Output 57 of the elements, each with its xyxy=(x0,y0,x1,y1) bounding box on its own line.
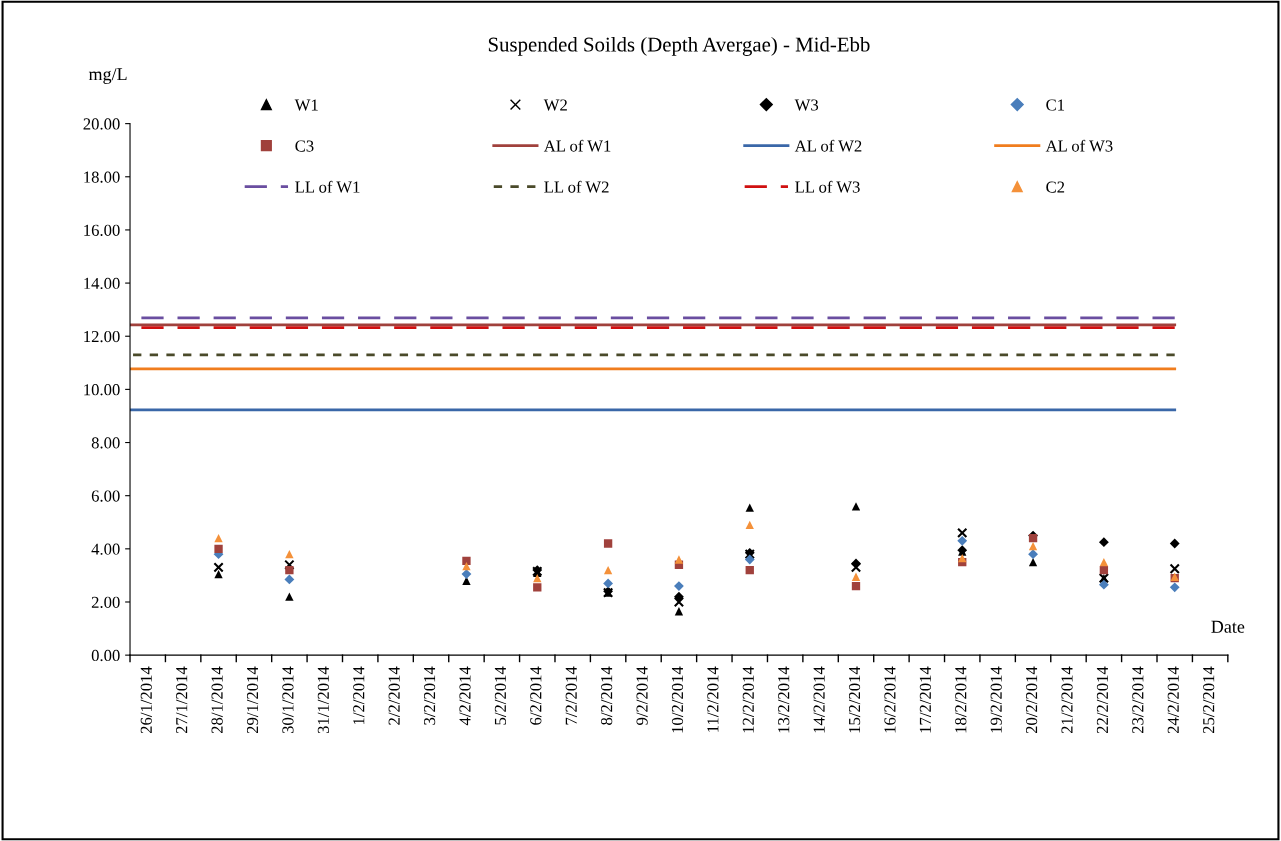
chart-title: Suspended Soilds (Depth Avergae) - Mid-Ebb xyxy=(488,36,870,56)
x-tick-label: 20/2/2014 xyxy=(1025,666,1038,734)
x-axis-title: Date xyxy=(1211,620,1245,633)
x-tick-label: 27/1/2014 xyxy=(176,666,188,734)
x-tick-label: 6/2/2014 xyxy=(530,666,542,725)
legend-label: LL of W2 xyxy=(544,180,609,193)
x-tick-label: 28/1/2014 xyxy=(211,666,223,734)
x-tick-label: 12/2/2014 xyxy=(742,666,754,733)
y-tick-label: 6.00 xyxy=(91,490,120,502)
y-tick-label: 18.00 xyxy=(84,171,120,183)
legend-label: C3 xyxy=(295,140,314,152)
x-tick-label: 3/2/2014 xyxy=(423,666,436,725)
y-tick-label: 10.00 xyxy=(84,384,120,396)
legend-label: C1 xyxy=(1046,99,1065,111)
x-tick-label: 30/1/2014 xyxy=(282,666,294,734)
legend-label: LL of W3 xyxy=(795,180,860,193)
legend-label: LL of W1 xyxy=(295,180,360,193)
x-tick-label: 14/2/2014 xyxy=(813,666,825,733)
x-tick-label: 16/2/2014 xyxy=(884,666,896,733)
x-tick-label: 18/2/2014 xyxy=(955,666,967,733)
x-tick-label: 23/2/2014 xyxy=(1132,666,1144,734)
y-tick-label: 20.00 xyxy=(83,118,120,130)
x-tick-label: 22/2/2014 xyxy=(1096,666,1109,734)
y-tick-label: 14.00 xyxy=(84,277,120,290)
x-tick-label: 13/2/2014 xyxy=(778,666,790,733)
x-tick-label: 17/2/2014 xyxy=(919,666,931,733)
x-tick-label: 25/2/2014 xyxy=(1203,666,1215,734)
y-tick-label: 12.00 xyxy=(84,330,120,343)
x-tick-label: 15/2/2014 xyxy=(848,666,861,733)
y-tick-label: 4.00 xyxy=(91,543,120,555)
x-tick-label: 8/2/2014 xyxy=(601,666,613,725)
x-tick-label: 5/2/2014 xyxy=(494,666,507,725)
y-tick-label: 2.00 xyxy=(91,596,120,609)
legend-label: AL of W2 xyxy=(794,139,862,152)
legend-label: W2 xyxy=(543,99,567,111)
x-tick-label: 29/1/2014 xyxy=(246,666,259,734)
y-tick-label: 0.00 xyxy=(91,649,120,662)
x-tick-label: 24/2/2014 xyxy=(1167,666,1179,734)
x-tick-label: 10/2/2014 xyxy=(671,666,684,733)
x-tick-label: 4/2/2014 xyxy=(459,666,471,726)
legend-label: AL of W3 xyxy=(1045,139,1113,152)
x-tick-label: 2/2/2014 xyxy=(388,666,400,725)
legend-label: C2 xyxy=(1046,181,1065,193)
x-tick-label: 31/1/2014 xyxy=(317,666,329,734)
legend-label: W3 xyxy=(794,99,819,111)
x-tick-label: 9/2/2014 xyxy=(636,666,648,725)
x-tick-label: 26/1/2014 xyxy=(140,666,152,734)
x-tick-label: 1/2/2014 xyxy=(353,666,365,725)
x-tick-label: 19/2/2014 xyxy=(990,666,1002,733)
y-tick-label: 8.00 xyxy=(91,437,120,449)
legend-label: AL of W1 xyxy=(543,139,611,152)
y-axis-title: mg/L xyxy=(88,68,127,84)
x-tick-label: 21/2/2014 xyxy=(1061,666,1073,734)
x-tick-label: 11/2/2014 xyxy=(707,666,719,732)
legend-label: W1 xyxy=(294,99,318,111)
y-tick-label: 16.00 xyxy=(84,224,120,236)
x-tick-label: 7/2/2014 xyxy=(565,666,577,725)
